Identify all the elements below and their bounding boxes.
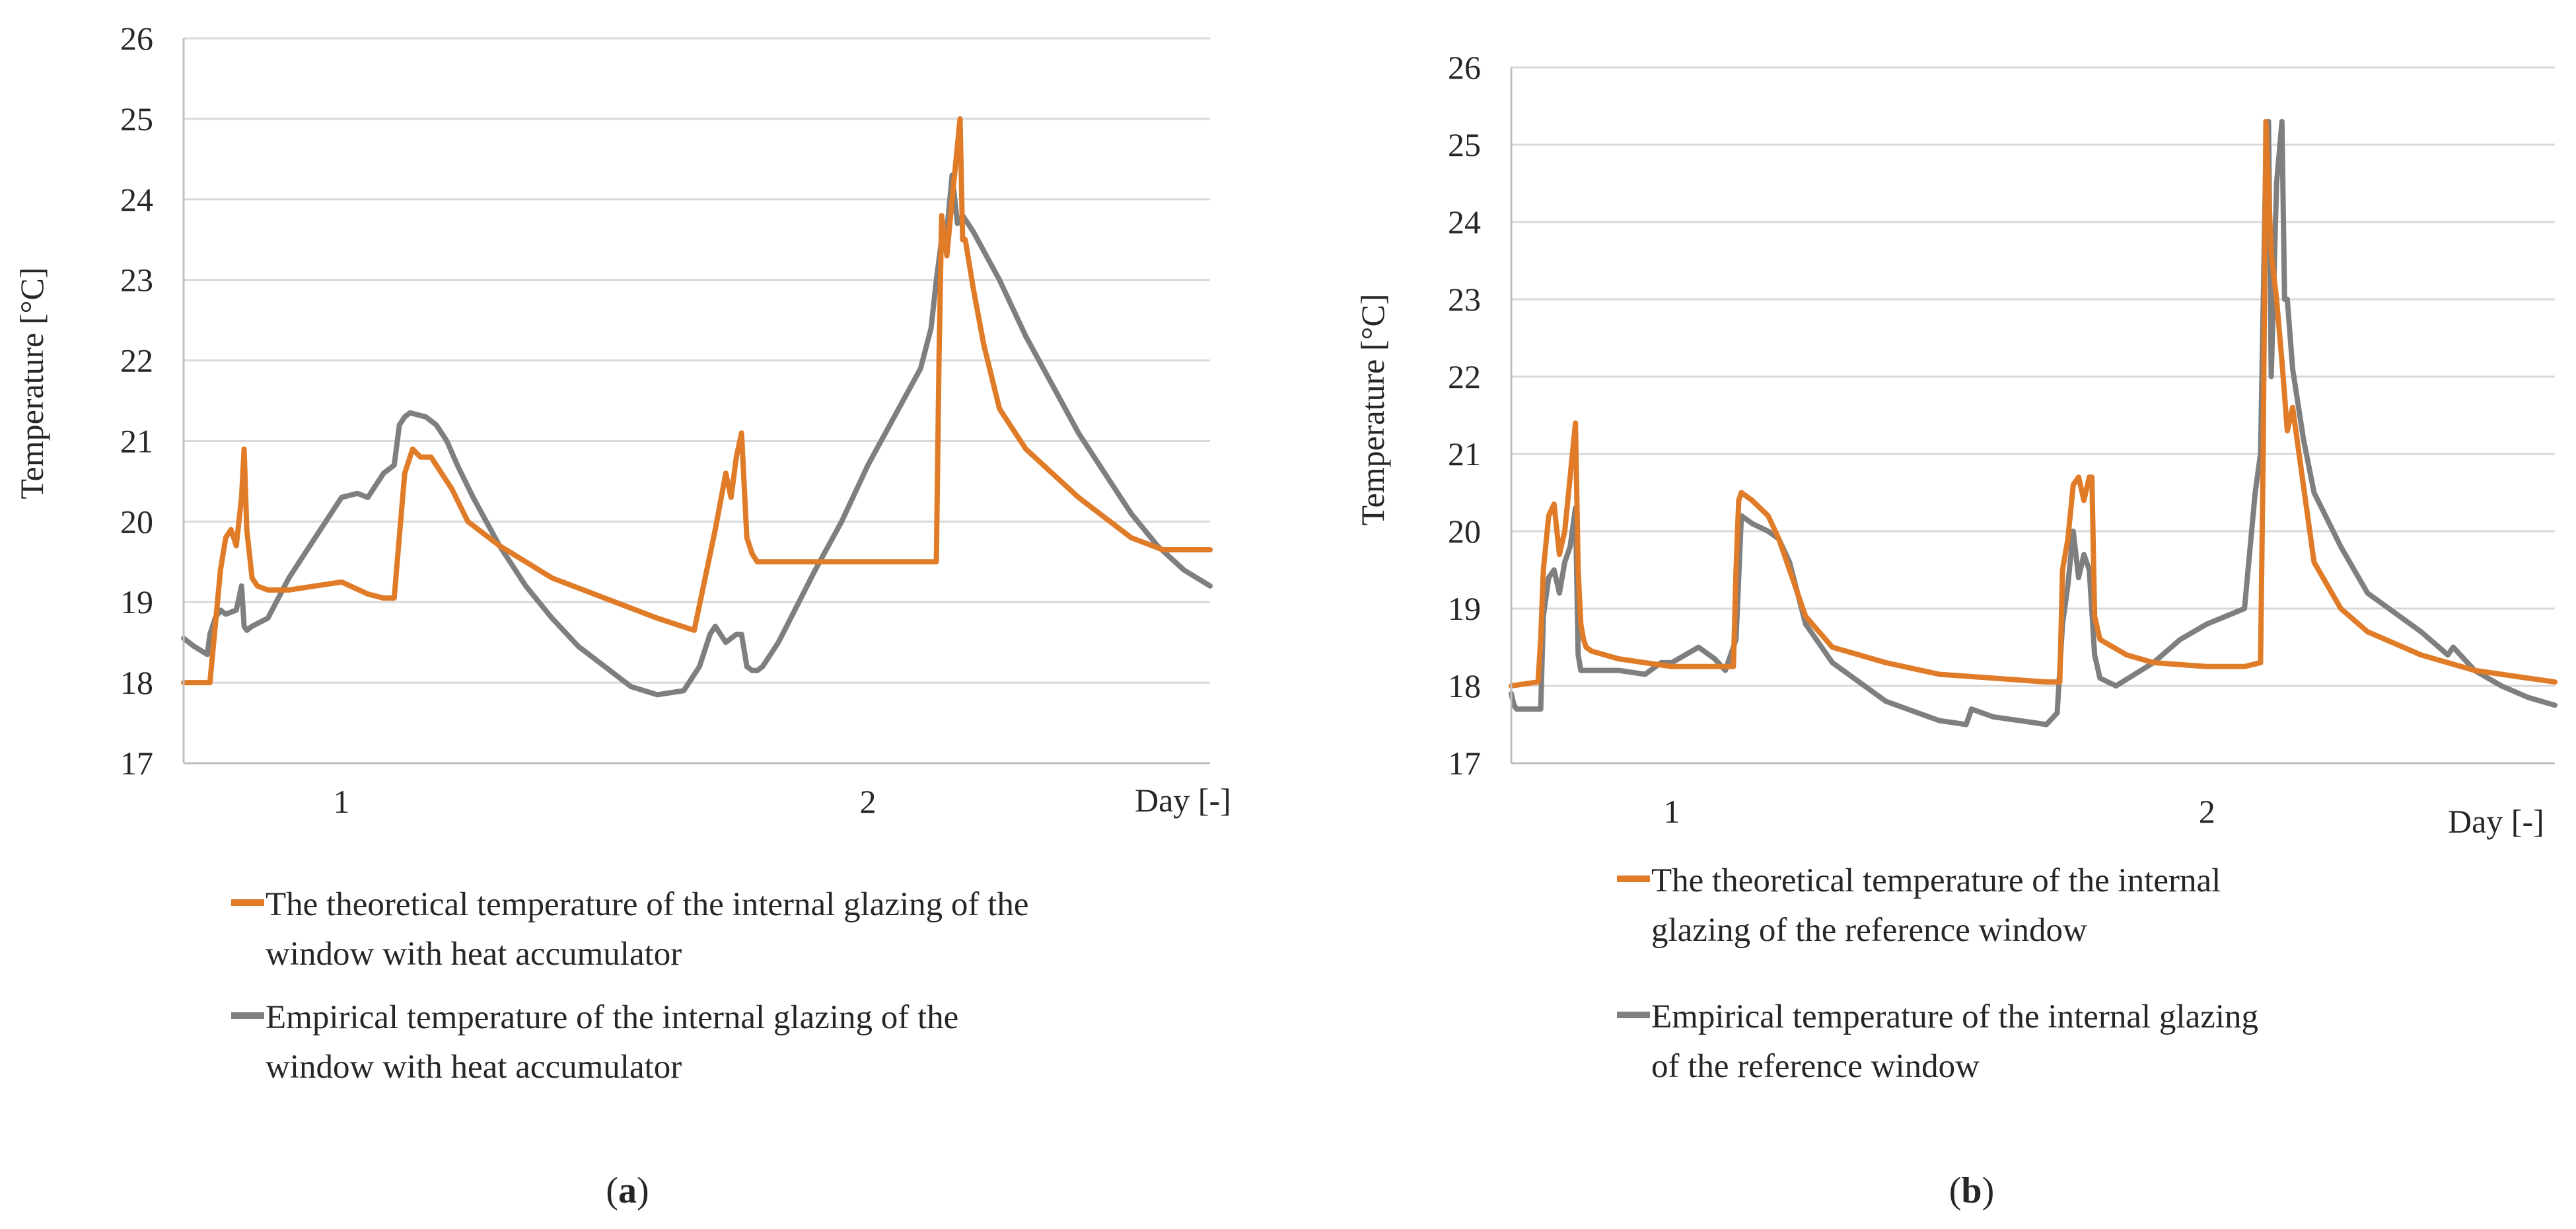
panel-a-y-tick-19: 19 (120, 583, 153, 620)
panel-b-x-tick-1: 1 (1664, 793, 1680, 830)
panel-b-y-tick-25: 25 (1448, 126, 1481, 163)
panel-b-legend: The theoretical temperature of the inter… (1617, 862, 2258, 1085)
panel-a-y-tick-18: 18 (120, 664, 153, 701)
legend-label-line-2: window with heat accumulator (266, 936, 682, 973)
panel-a-x-tick-2: 2 (860, 783, 877, 820)
panel-b-series-theoretical-line (1509, 118, 2558, 689)
panel-b-y-tick-19: 19 (1448, 590, 1481, 627)
panel-a-label: (a) (606, 1170, 649, 1211)
legend-label-line-2: of the reference window (1651, 1048, 1980, 1085)
panel-b-series-empirical-line (1509, 118, 2558, 727)
panel-b-x-tick-2: 2 (2199, 793, 2215, 830)
panel-b-y-tick-21: 21 (1448, 435, 1481, 472)
panel-a-y-tick-20: 20 (120, 503, 153, 540)
panel-a-y-tick-23: 23 (120, 262, 153, 299)
panel-a-gridlines (184, 37, 1210, 684)
legend-label-line-1: Empirical temperature of the internal gl… (266, 999, 958, 1036)
panel-a-y-tick-22: 22 (120, 342, 153, 379)
legend-label-line-2: window with heat accumulator (266, 1049, 682, 1086)
legend-item-empirical: Empirical temperature of the internal gl… (231, 999, 958, 1086)
panel-b-label-letter: b (1961, 1170, 1982, 1211)
panel-a-x-axis-title: Day [-] (1135, 782, 1231, 819)
panel-b-y-tick-22: 22 (1448, 358, 1481, 395)
panel-b-y-tick-24: 24 (1448, 204, 1481, 241)
panel-a-y-tick-24: 24 (120, 181, 153, 218)
panel-b-gridlines (1511, 66, 2555, 687)
panel-a-label-letter: a (618, 1170, 637, 1211)
panel-b-series-group (1509, 118, 2558, 727)
panel-a-y-axis-title: Temperature [°C] (13, 267, 50, 499)
panel-b-y-tick-labels: 17 18 19 20 21 22 23 24 25 26 (1448, 49, 1481, 782)
panel-a-y-tick-labels: 17 18 19 20 21 22 23 24 25 26 (120, 20, 153, 782)
legend-label-line-2: glazing of the reference window (1651, 912, 2087, 949)
legend-label-line-1: The theoretical temperature of the inter… (1651, 862, 2221, 899)
legend-label-line-1: The theoretical temperature of the inter… (266, 886, 1028, 923)
panel-b-y-tick-20: 20 (1448, 513, 1481, 550)
panel-a-y-tick-26: 26 (120, 20, 153, 57)
panel-a-series-theoretical-line (181, 116, 1213, 686)
legend-item-empirical: Empirical temperature of the internal gl… (1617, 998, 2258, 1085)
panel-b-x-axis-title: Day [-] (2448, 803, 2544, 840)
panel-a-series-group (181, 116, 1213, 698)
panel-b-y-tick-23: 23 (1448, 281, 1481, 318)
panel-a-x-tick-1: 1 (334, 783, 350, 820)
panel-a-legend: The theoretical temperature of the inter… (231, 886, 1028, 1086)
panel-b-y-tick-17: 17 (1448, 745, 1481, 782)
legend-item-theoretical: The theoretical temperature of the inter… (231, 886, 1028, 973)
panel-b-label: (b) (1949, 1170, 1994, 1211)
legend-label-line-1: Empirical temperature of the internal gl… (1651, 998, 2258, 1035)
panel-a-y-tick-21: 21 (120, 422, 153, 459)
panel-b-y-tick-18: 18 (1448, 667, 1481, 704)
legend-item-theoretical: The theoretical temperature of the inter… (1617, 862, 2221, 949)
panel-b-y-axis-title: Temperature [°C] (1354, 293, 1391, 525)
panel-a-y-tick-17: 17 (120, 745, 153, 782)
panel-a-y-tick-25: 25 (120, 100, 153, 137)
panel-b-y-tick-26: 26 (1448, 49, 1481, 86)
